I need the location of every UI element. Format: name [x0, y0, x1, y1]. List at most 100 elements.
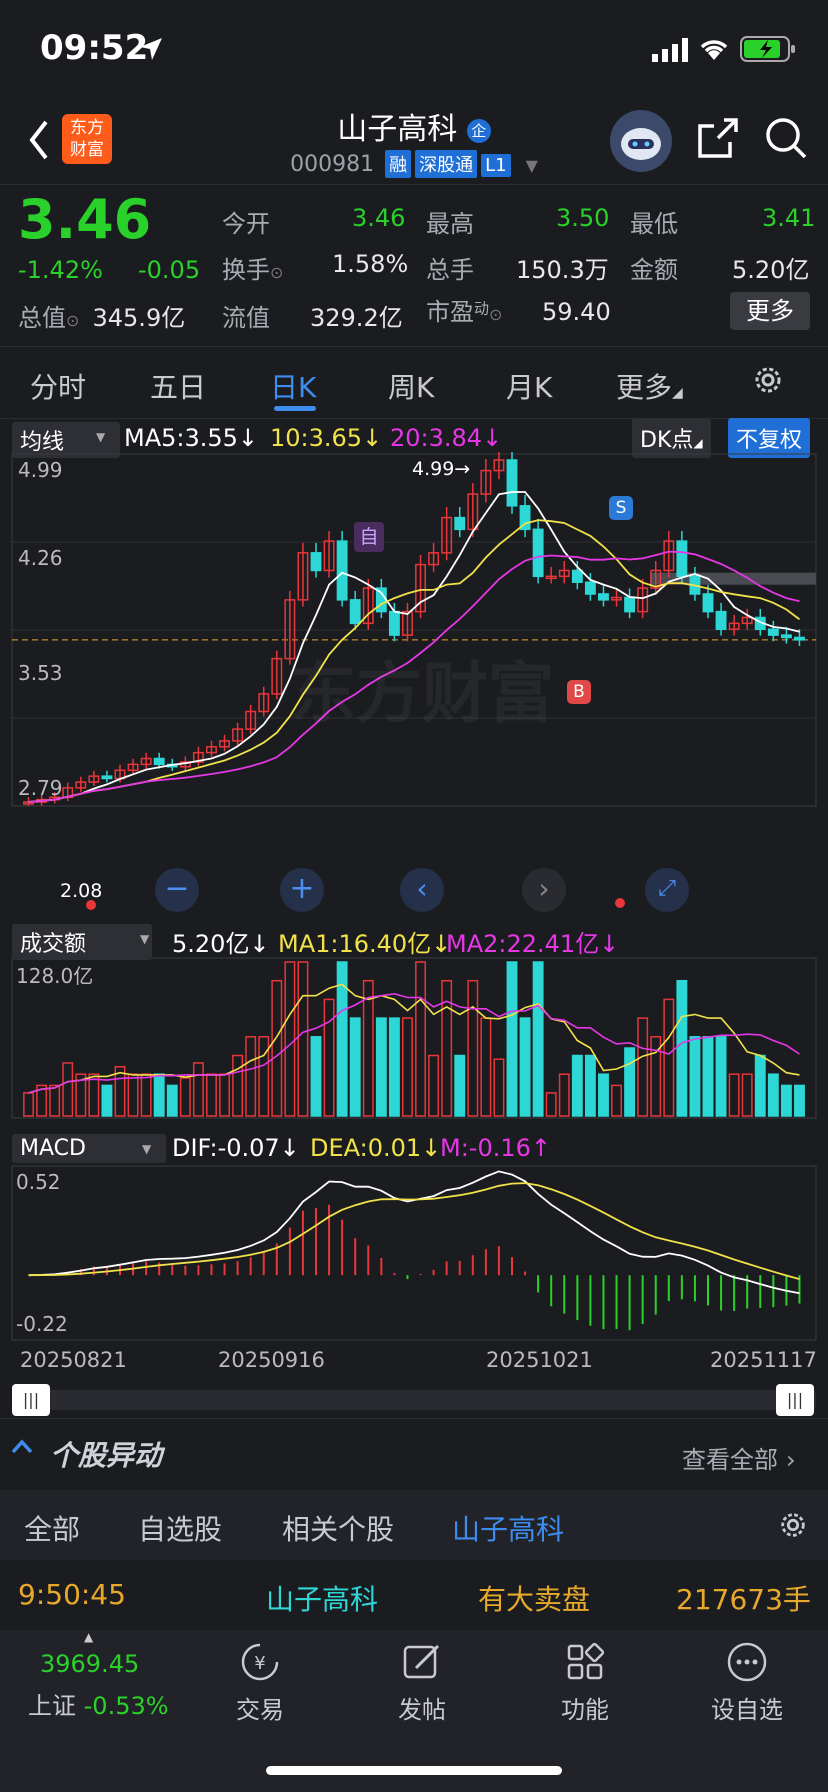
self-select-marker[interactable]: 自 [354, 522, 384, 552]
index-value[interactable]: 3969.45 [40, 1650, 140, 1678]
candle-body [310, 552, 322, 572]
kline-chart[interactable] [0, 452, 828, 1352]
nav-functions[interactable]: 功能 [535, 1640, 635, 1725]
tab-more[interactable]: 更多◢ [616, 366, 683, 406]
kline-indicator-select[interactable]: 均线 [12, 422, 120, 458]
scroll-left-button[interactable]: ‹ [400, 868, 444, 912]
zoom-in-button[interactable]: + [280, 868, 324, 912]
collapse-icon[interactable] [10, 1436, 34, 1460]
candle-body [219, 740, 230, 748]
filter-tab-related[interactable]: 相关个股 [282, 1513, 395, 1546]
price-axis-2: 4.26 [18, 546, 63, 570]
candle-body [336, 540, 348, 601]
zoom-out-button[interactable]: − [155, 868, 199, 912]
candle-body [402, 610, 413, 636]
index-change: -0.53% [83, 1692, 169, 1720]
volume-bar [741, 1073, 753, 1117]
range-handle-right[interactable]: ||| [776, 1384, 814, 1416]
volume-bar [101, 1084, 113, 1117]
nav-trade[interactable]: ¥ 交易 [210, 1640, 310, 1725]
price-axis-3: 3.53 [18, 661, 63, 685]
volume-indicator-select[interactable]: 成交额 [12, 924, 156, 960]
volume-bar [349, 1017, 361, 1117]
adjust-button[interactable]: 不复权 [728, 418, 811, 458]
filter-settings-gear-icon[interactable] [778, 1510, 808, 1544]
dk-point-label: DK点 [640, 428, 694, 453]
date-label-2: 20250916 [218, 1348, 325, 1372]
volume-bar [715, 1036, 727, 1117]
filter-tab-all[interactable]: 全部 [24, 1513, 81, 1546]
amount-value: 5.20亿 [732, 256, 810, 284]
nav-trade-label: 交易 [236, 1696, 284, 1724]
sell-marker[interactable]: S [609, 496, 633, 520]
low-value: 3.41 [762, 204, 816, 232]
macd-m: M:-0.16↑ [440, 1134, 551, 1162]
candle-body [702, 593, 714, 613]
settings-gear-icon[interactable] [752, 364, 784, 400]
tab-weekly-k[interactable]: 周K [388, 371, 435, 404]
candle-body [192, 751, 204, 763]
more-button[interactable]: 更多 [730, 292, 810, 330]
filter-tab-watchlist[interactable]: 自选股 [138, 1513, 223, 1546]
candle-body [349, 599, 361, 625]
bottom-bar [0, 1630, 828, 1792]
alert-stock-name[interactable]: 山子高科 [266, 1583, 379, 1616]
share-icon[interactable] [696, 116, 740, 164]
tab-intraday[interactable]: 分时 [30, 371, 87, 404]
buy-marker[interactable]: B [567, 680, 591, 704]
nav-post[interactable]: 发帖 [372, 1640, 472, 1725]
range-handle-left[interactable]: ||| [12, 1384, 50, 1416]
macd-indicator-select[interactable]: MACD [12, 1134, 166, 1163]
turnover-value: 1.58% [332, 250, 409, 278]
candle-body [441, 516, 453, 554]
info-icon[interactable]: ⊙ [270, 263, 284, 282]
index-row[interactable]: 上证 -0.53% [28, 1686, 169, 1721]
info-icon[interactable]: ⊙ [66, 311, 80, 330]
back-button[interactable] [26, 118, 52, 166]
volume-bar [480, 1017, 492, 1117]
volume-bar [219, 1073, 230, 1117]
tag-margin: 融 [385, 150, 412, 178]
alert-volume: 217673手 [676, 1583, 811, 1616]
macd-axis-bottom: -0.22 [16, 1312, 68, 1336]
candle-body [101, 775, 113, 780]
robot-assistant-icon[interactable] [610, 110, 672, 172]
change-percent: -1.42% [18, 256, 103, 284]
volume-bar [153, 1073, 165, 1117]
dk-point-button[interactable]: DK点◢ [632, 418, 711, 458]
scroll-right-button[interactable]: › [522, 868, 566, 912]
grid-icon [567, 1642, 605, 1680]
volume-ma1: MA1:16.40亿↓ [278, 930, 452, 958]
dif-line [28, 1170, 800, 1295]
tab-monthly-k[interactable]: 月K [506, 371, 553, 404]
range-slider-track[interactable] [12, 1390, 816, 1410]
tab-five-day[interactable]: 五日 [150, 371, 207, 404]
first-point-dot [86, 900, 96, 910]
status-bar [0, 0, 828, 100]
filter-tab-stock[interactable]: 山子高科 [452, 1513, 565, 1546]
tag-level: L1 [481, 154, 511, 177]
kline-indicator-label: 均线 [12, 422, 120, 458]
candle-body [637, 587, 649, 613]
nav-add-watch-label: 设自选 [711, 1696, 783, 1724]
candle-body [140, 757, 152, 766]
dea-line [28, 1182, 800, 1280]
volume-bar [728, 1073, 740, 1117]
candle-body [153, 757, 165, 766]
view-all-link[interactable]: 查看全部 › [682, 1440, 796, 1475]
expand-up-icon[interactable]: ▲ [84, 1630, 94, 1644]
nav-add-watch[interactable]: 设自选 [697, 1640, 797, 1725]
candle-body [206, 746, 217, 754]
candle-body [741, 616, 753, 625]
fullscreen-button[interactable]: ⤢ [645, 868, 689, 912]
tab-daily-k[interactable]: 日K [270, 371, 317, 404]
volume-bar [297, 961, 309, 1117]
candle-body [75, 781, 87, 789]
ma5-line [28, 491, 800, 803]
candle-body [715, 610, 727, 630]
search-icon[interactable] [764, 116, 808, 164]
chevron-down-icon[interactable]: ▼ [525, 156, 538, 175]
info-icon[interactable]: ⊙ [489, 305, 503, 324]
volume-bar [415, 961, 426, 1117]
volume-ma2: MA2:22.41亿↓ [446, 930, 620, 958]
